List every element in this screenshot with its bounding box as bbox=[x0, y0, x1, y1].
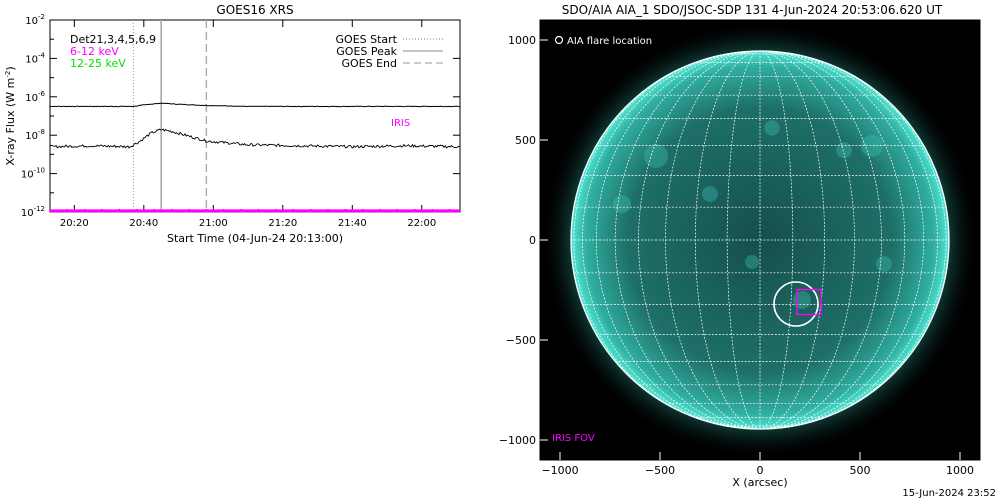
goes-y-tick-label-5: 10-2 bbox=[25, 13, 45, 27]
aia-y-tick-label-3: −500 bbox=[506, 334, 536, 347]
aia-x-tick-label-2: 0 bbox=[757, 464, 764, 477]
aia-longitude-line bbox=[759, 50, 825, 430]
aia-longitude-line bbox=[759, 50, 882, 430]
aia-longitude-line bbox=[638, 50, 761, 430]
aia-x-ticks: −1000 −500 0 500 1000 bbox=[541, 452, 974, 477]
aia-limb-circle bbox=[570, 50, 950, 430]
aia-longitude-line bbox=[759, 50, 906, 430]
goes-x-tick-label-4: 21:40 bbox=[338, 218, 367, 229]
aia-bright-region-1 bbox=[793, 291, 811, 309]
aia-longitude-line bbox=[614, 50, 761, 430]
aia-bright-region-3 bbox=[861, 135, 883, 157]
goes-legend-peak: GOES Peak bbox=[336, 45, 397, 58]
aia-longitude-line bbox=[573, 50, 761, 430]
aia-longitude-line bbox=[759, 50, 855, 430]
goes-event-lines bbox=[132, 20, 208, 212]
goes-legend-12-25: 12-25 keV bbox=[70, 57, 126, 70]
goes-chart: GOES16 XRS 10-12 10-10 10-8 10-6 10-4 10-2 20… bbox=[4, 3, 461, 245]
goes-series bbox=[49, 102, 460, 213]
goes-legend-start: GOES Start bbox=[336, 33, 398, 46]
goes-legend-end: GOES End bbox=[341, 57, 397, 70]
aia-longitude-line bbox=[595, 50, 761, 430]
aia-flare-location-marker bbox=[773, 281, 819, 327]
aia-x-tick-label-1: −500 bbox=[645, 464, 675, 477]
aia-longitude-line bbox=[582, 50, 761, 430]
goes-x-tick-label-3: 21:20 bbox=[268, 218, 297, 229]
aia-chart: SDO/AIA AIA_1 SDO/JSOC-SDP 131 4-Jun-202… bbox=[499, 3, 981, 489]
goes-title: GOES16 XRS bbox=[216, 3, 293, 17]
aia-longitude-line bbox=[759, 50, 938, 430]
aia-legend-flare: AIA flare location bbox=[567, 36, 652, 47]
aia-x-tick-label-0: −1000 bbox=[541, 464, 578, 477]
aia-legend-iris: IRIS FOV bbox=[552, 433, 595, 444]
goes-iris-label: IRIS bbox=[391, 118, 410, 129]
goes-y-tick-label-1: 10-10 bbox=[21, 167, 45, 181]
goes-detectors-label: Det21,3,4,5,6,9 bbox=[70, 33, 156, 46]
aia-iris-fov-box bbox=[796, 288, 822, 316]
aia-y-tick-label-1: 500 bbox=[515, 134, 536, 147]
aia-y-tick-label-2: 0 bbox=[529, 234, 536, 247]
goes-legend-6-12: 6-12 keV bbox=[70, 45, 119, 58]
aia-longitude-line bbox=[695, 50, 761, 430]
aia-y-tick-label-4: −1000 bbox=[499, 434, 536, 447]
goes-x-tick-label-2: 21:00 bbox=[199, 218, 228, 229]
aia-x-tick-label-4: 1000 bbox=[946, 464, 974, 477]
goes-series-line-1 bbox=[49, 128, 460, 149]
aia-y-tick-label-0: 1000 bbox=[508, 34, 536, 47]
aia-y-ticks: 1000 500 0 −500 −1000 bbox=[499, 34, 548, 447]
aia-bright-region-2 bbox=[644, 144, 668, 168]
aia-longitude-line bbox=[759, 50, 794, 430]
aia-longitude-line bbox=[759, 50, 925, 430]
aia-bright-region-5 bbox=[613, 195, 631, 213]
aia-bright-region-6 bbox=[702, 186, 718, 202]
goes-legend-right: GOES Start GOES Peak GOES End bbox=[336, 33, 443, 70]
goes-series-line-0 bbox=[50, 102, 460, 108]
goes-y-tick-label-3: 10-6 bbox=[25, 90, 45, 104]
goes-y-tick-label-2: 10-8 bbox=[25, 128, 45, 142]
goes-plot-frame bbox=[49, 19, 461, 213]
goes-y-axis-label: X-ray Flux (W m-2) bbox=[4, 66, 17, 165]
aia-longitude-line bbox=[759, 50, 947, 430]
aia-x-tick-label-3: 500 bbox=[850, 464, 871, 477]
aia-bright-region-8 bbox=[876, 256, 892, 272]
aia-longitude-line bbox=[665, 50, 761, 430]
goes-x-tick-label-5: 22:00 bbox=[407, 218, 436, 229]
aia-legend-flare-symbol bbox=[554, 35, 564, 45]
footer-timestamp: 15-Jun-2024 23:52 bbox=[902, 488, 996, 499]
aia-bright-region-7 bbox=[764, 120, 780, 136]
aia-longitude-line bbox=[726, 50, 761, 430]
goes-y-tick-label-4: 10-4 bbox=[25, 51, 45, 65]
aia-x-axis-label: X (arcsec) bbox=[732, 476, 787, 489]
aia-title: SDO/AIA AIA_1 SDO/JSOC-SDP 131 4-Jun-202… bbox=[562, 3, 943, 17]
goes-x-tick-label-0: 20:20 bbox=[60, 218, 89, 229]
aia-bright-region-0 bbox=[745, 255, 759, 269]
goes-x-tick-label-1: 20:40 bbox=[129, 218, 158, 229]
goes-x-axis-label: Start Time (04-Jun-24 20:13:00) bbox=[167, 232, 343, 245]
aia-bright-region-4 bbox=[836, 142, 852, 158]
goes-y-tick-label-0: 10-12 bbox=[21, 205, 45, 219]
